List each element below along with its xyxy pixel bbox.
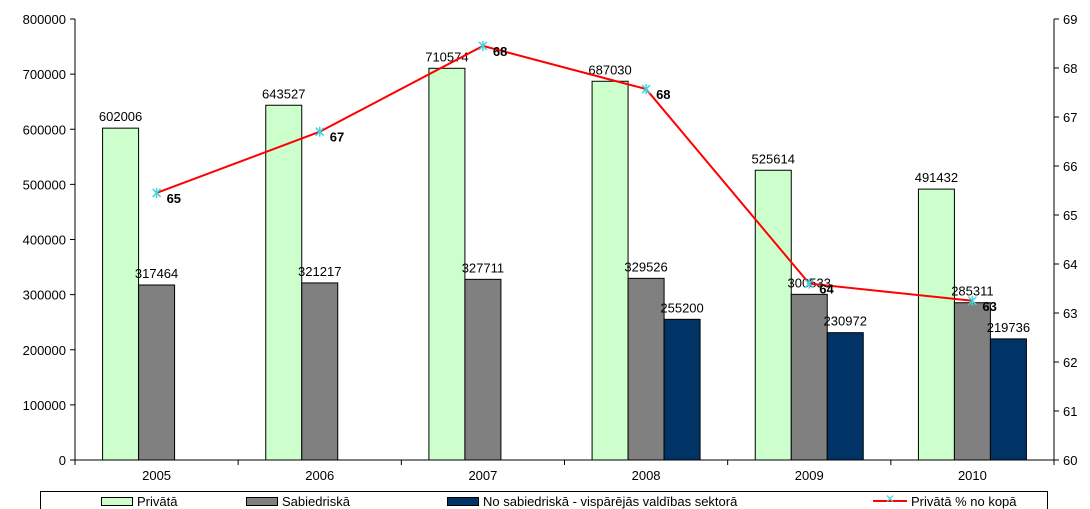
y-right-tick-label: 67 bbox=[1063, 110, 1077, 125]
legend-swatch-sabiedriska bbox=[246, 496, 278, 506]
legend-swatch-privata-procenti bbox=[873, 492, 907, 506]
bar-sabiedriska bbox=[138, 284, 176, 461]
y-left-tick-label: 500000 bbox=[23, 177, 66, 192]
line-privata-procenti bbox=[156, 44, 973, 302]
y-right-tick-label: 68 bbox=[1063, 61, 1077, 76]
x-tick-label: 2006 bbox=[305, 468, 334, 483]
data-label-privata-procenti: 67 bbox=[330, 130, 344, 145]
data-label-sabiedriska: 329526 bbox=[624, 259, 667, 274]
bar-privata bbox=[591, 80, 629, 461]
data-label-privata: 643527 bbox=[262, 86, 305, 101]
bar-sabiedriska bbox=[953, 302, 991, 461]
line-marker-privata-procenti bbox=[804, 278, 814, 289]
y-right-tick-label: 64 bbox=[1063, 257, 1077, 272]
data-label-privata: 525614 bbox=[752, 151, 795, 166]
line-marker-privata-procenti bbox=[315, 126, 325, 137]
y-left-tick-label: 800000 bbox=[23, 12, 66, 27]
bar-valdibas-sektora bbox=[663, 318, 701, 461]
legend-item-privata: Privātā bbox=[101, 493, 178, 509]
legend-label-privata: Privātā bbox=[137, 493, 178, 509]
data-label-valdibas-sektora: 219736 bbox=[987, 320, 1030, 335]
x-tick-label: 2005 bbox=[142, 468, 171, 483]
y-right-tick-label: 66 bbox=[1063, 159, 1077, 174]
y-left-tick-label: 600000 bbox=[23, 122, 66, 137]
x-tick-label: 2010 bbox=[958, 468, 987, 483]
data-label-sabiedriska: 327711 bbox=[462, 260, 504, 275]
data-label-privata-procenti: 68 bbox=[493, 44, 507, 59]
line-marker-privata-procenti bbox=[478, 40, 488, 51]
y-right-tick-label: 63 bbox=[1063, 306, 1077, 321]
legend-item-valdibas-sektora: No sabiedriskā - vispārējās valdības sek… bbox=[447, 493, 738, 509]
bar-privata bbox=[102, 127, 140, 461]
legend-swatch-privata bbox=[101, 496, 133, 506]
data-label-privata: 491432 bbox=[915, 170, 958, 185]
y-left-tick-label: 700000 bbox=[23, 67, 66, 82]
data-label-valdibas-sektora: 230972 bbox=[824, 314, 867, 329]
bar-valdibas-sektora bbox=[989, 338, 1027, 461]
data-label-privata-procenti: 64 bbox=[819, 282, 834, 297]
y-right-tick-label: 61 bbox=[1063, 404, 1077, 419]
x-tick-label: 2007 bbox=[468, 468, 497, 483]
x-tick-label: 2008 bbox=[632, 468, 661, 483]
bar-sabiedriska bbox=[464, 278, 502, 461]
y-right-tick-label: 62 bbox=[1063, 355, 1077, 370]
data-label-valdibas-sektora: 255200 bbox=[660, 300, 703, 315]
bar-privata bbox=[754, 169, 792, 461]
data-label-privata: 687030 bbox=[588, 62, 631, 77]
legend-label-valdibas-sektora: No sabiedriskā - vispārējās valdības sek… bbox=[483, 493, 738, 509]
bar-sabiedriska bbox=[627, 277, 665, 461]
line-marker-privata-procenti bbox=[641, 84, 651, 95]
data-label-privata: 710574 bbox=[425, 49, 468, 64]
legend-swatch-valdibas-sektora bbox=[447, 496, 479, 506]
y-left-tick-label: 400000 bbox=[23, 233, 66, 248]
y-left-tick-label: 200000 bbox=[23, 343, 66, 358]
y-left-tick-label: 300000 bbox=[23, 288, 66, 303]
bar-privata bbox=[265, 104, 303, 461]
legend-item-sabiedriska: Sabiedriskā bbox=[246, 493, 350, 509]
data-label-privata-procenti: 65 bbox=[167, 191, 181, 206]
line-marker-privata-procenti bbox=[152, 187, 162, 198]
y-right-tick-label: 60 bbox=[1063, 453, 1077, 468]
bar-valdibas-sektora bbox=[826, 332, 864, 461]
data-label-privata-procenti: 63 bbox=[982, 299, 996, 314]
line-marker-privata-procenti bbox=[967, 295, 977, 306]
x-tick-label: 2009 bbox=[795, 468, 824, 483]
legend-label-privata-procenti: Privātā % no kopā bbox=[911, 493, 1017, 509]
legend-item-privata-procenti: Privātā % no kopā bbox=[873, 492, 1017, 509]
bar-sabiedriska bbox=[301, 282, 339, 461]
bar-privata bbox=[428, 67, 466, 461]
data-label-sabiedriska: 321217 bbox=[298, 264, 341, 279]
y-left-tick-label: 0 bbox=[59, 453, 66, 468]
data-label-sabiedriska: 317464 bbox=[135, 266, 178, 281]
legend: Privātā Sabiedriskā No sabiedriskā - vis… bbox=[40, 491, 1048, 509]
bar-sabiedriska bbox=[790, 293, 828, 461]
y-right-tick-label: 65 bbox=[1063, 208, 1077, 223]
y-left-tick-label: 100000 bbox=[23, 398, 66, 413]
legend-label-sabiedriska: Sabiedriskā bbox=[282, 493, 350, 509]
data-label-sabiedriska: 285311 bbox=[951, 284, 993, 299]
y-right-tick-label: 69 bbox=[1063, 12, 1077, 27]
bar-privata bbox=[917, 188, 955, 461]
data-label-privata: 602006 bbox=[99, 109, 142, 124]
data-label-privata-procenti: 68 bbox=[656, 87, 670, 102]
